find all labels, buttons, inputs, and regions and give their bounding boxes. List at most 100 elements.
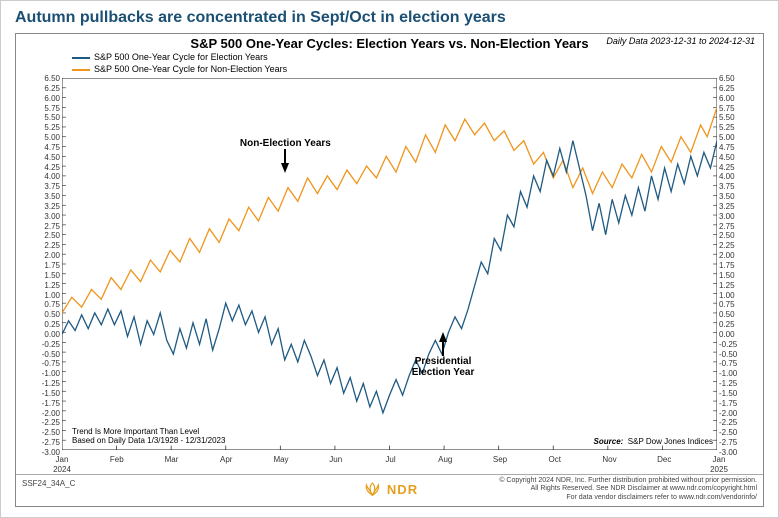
x-tick: Mar bbox=[165, 455, 179, 464]
y-tick-right: 6.00 bbox=[719, 94, 755, 103]
y-tick-left: 6.25 bbox=[24, 84, 60, 93]
y-tick-right: 2.50 bbox=[719, 231, 755, 240]
y-tick-right: 5.00 bbox=[719, 133, 755, 142]
x-year-start: 2024 bbox=[53, 465, 71, 474]
y-tick-left: 5.75 bbox=[24, 104, 60, 113]
y-tick-left: 3.75 bbox=[24, 182, 60, 191]
source-label: Source: bbox=[594, 437, 624, 446]
date-range: Daily Data 2023-12-31 to 2024-12-31 bbox=[606, 36, 755, 46]
annotation-1: PresidentialElection Year bbox=[393, 332, 493, 378]
y-tick-left: 5.00 bbox=[24, 133, 60, 142]
y-tick-right: -1.25 bbox=[719, 379, 755, 388]
legend-swatch-nonelection bbox=[72, 69, 90, 71]
y-tick-left: -0.25 bbox=[24, 340, 60, 349]
x-tick: Jan bbox=[56, 455, 69, 464]
y-tick-right: -0.25 bbox=[719, 340, 755, 349]
y-tick-left: 3.00 bbox=[24, 212, 60, 221]
source: Source: S&P Dow Jones Indices bbox=[594, 437, 713, 446]
y-tick-left: -2.75 bbox=[24, 438, 60, 447]
y-tick-right: 2.00 bbox=[719, 251, 755, 260]
y-tick-right: -1.50 bbox=[719, 389, 755, 398]
y-tick-right: 6.25 bbox=[719, 84, 755, 93]
footer-copyright: © Copyright 2024 NDR, Inc. Further distr… bbox=[499, 477, 757, 485]
trend-note: Trend Is More Important Than Level Based… bbox=[72, 427, 225, 446]
y-tick-right: 3.75 bbox=[719, 182, 755, 191]
footer-vendor: For data vendor disclaimers refer to www… bbox=[499, 494, 757, 502]
footer-logo: NDR bbox=[361, 481, 418, 497]
x-year-end: 2025 bbox=[710, 465, 728, 474]
x-tick: Jul bbox=[385, 455, 395, 464]
y-tick-left: -1.50 bbox=[24, 389, 60, 398]
y-tick-left: -1.00 bbox=[24, 369, 60, 378]
y-tick-left: 2.25 bbox=[24, 241, 60, 250]
y-tick-right: -1.00 bbox=[719, 369, 755, 378]
y-tick-right: -0.50 bbox=[719, 350, 755, 359]
y-tick-right: -2.75 bbox=[719, 438, 755, 447]
y-tick-left: 4.00 bbox=[24, 172, 60, 181]
y-tick-left: 0.00 bbox=[24, 330, 60, 339]
y-tick-right: 1.00 bbox=[719, 291, 755, 300]
y-tick-left: -2.25 bbox=[24, 418, 60, 427]
y-tick-right: 1.50 bbox=[719, 271, 755, 280]
legend-row-election: S&P 500 One-Year Cycle for Election Year… bbox=[72, 52, 287, 64]
y-tick-right: 3.25 bbox=[719, 202, 755, 211]
trend-line2: Based on Daily Data 1/3/1928 - 12/31/202… bbox=[72, 436, 225, 446]
y-tick-right: 6.50 bbox=[719, 74, 755, 83]
x-tick: Jan bbox=[713, 455, 726, 464]
legend: S&P 500 One-Year Cycle for Election Year… bbox=[72, 52, 287, 75]
y-tick-right: 2.75 bbox=[719, 222, 755, 231]
y-tick-right: 0.00 bbox=[719, 330, 755, 339]
legend-swatch-election bbox=[72, 57, 90, 59]
legend-row-nonelection: S&P 500 One-Year Cycle for Non-Election … bbox=[72, 64, 287, 76]
chart-card: S&P 500 One-Year Cycles: Election Years … bbox=[15, 33, 764, 507]
y-tick-right: 5.25 bbox=[719, 123, 755, 132]
y-tick-left: 1.00 bbox=[24, 291, 60, 300]
y-tick-left: 0.25 bbox=[24, 320, 60, 329]
y-tick-right: 3.00 bbox=[719, 212, 755, 221]
y-tick-right: -2.00 bbox=[719, 409, 755, 418]
x-tick: May bbox=[273, 455, 288, 464]
y-tick-right: 0.50 bbox=[719, 310, 755, 319]
y-tick-left: -2.50 bbox=[24, 428, 60, 437]
footer-copy: © Copyright 2024 NDR, Inc. Further distr… bbox=[499, 477, 757, 502]
x-tick: Dec bbox=[657, 455, 671, 464]
x-tick: Sep bbox=[493, 455, 507, 464]
y-tick-left: 1.50 bbox=[24, 271, 60, 280]
legend-label-election: S&P 500 One-Year Cycle for Election Year… bbox=[94, 52, 268, 64]
y-tick-left: 2.75 bbox=[24, 222, 60, 231]
y-tick-right: 0.75 bbox=[719, 300, 755, 309]
y-tick-left: 0.50 bbox=[24, 310, 60, 319]
y-tick-right: 5.50 bbox=[719, 113, 755, 122]
plot-area bbox=[62, 78, 717, 450]
y-tick-right: 2.25 bbox=[719, 241, 755, 250]
y-tick-left: 1.25 bbox=[24, 281, 60, 290]
y-tick-right: 0.25 bbox=[719, 320, 755, 329]
y-tick-right: 4.00 bbox=[719, 172, 755, 181]
x-tick: Aug bbox=[438, 455, 452, 464]
footer-rights: All Rights Reserved. See NDR Disclaimer … bbox=[499, 485, 757, 493]
annotation-0: Non-Election Years bbox=[235, 138, 335, 173]
y-tick-left: 6.50 bbox=[24, 74, 60, 83]
y-tick-right: -1.75 bbox=[719, 399, 755, 408]
y-tick-left: 2.50 bbox=[24, 231, 60, 240]
y-tick-right: 5.75 bbox=[719, 104, 755, 113]
y-tick-right: 4.25 bbox=[719, 163, 755, 172]
y-tick-left: 0.75 bbox=[24, 300, 60, 309]
y-tick-left: -0.75 bbox=[24, 359, 60, 368]
y-tick-right: 4.50 bbox=[719, 153, 755, 162]
page-title: Autumn pullbacks are concentrated in Sep… bbox=[1, 1, 778, 31]
y-tick-left: 2.00 bbox=[24, 251, 60, 260]
x-tick: Apr bbox=[220, 455, 232, 464]
y-tick-left: 5.50 bbox=[24, 113, 60, 122]
ndr-lotus-icon bbox=[361, 481, 383, 497]
plot-svg bbox=[62, 78, 717, 450]
y-tick-left: 4.50 bbox=[24, 153, 60, 162]
y-tick-left: 3.25 bbox=[24, 202, 60, 211]
trend-line1: Trend Is More Important Than Level bbox=[72, 427, 225, 437]
legend-label-nonelection: S&P 500 One-Year Cycle for Non-Election … bbox=[94, 64, 287, 76]
y-tick-left: 6.00 bbox=[24, 94, 60, 103]
footer-logo-text: NDR bbox=[387, 482, 418, 497]
y-tick-right: -0.75 bbox=[719, 359, 755, 368]
x-tick: Feb bbox=[110, 455, 124, 464]
y-tick-left: 5.25 bbox=[24, 123, 60, 132]
